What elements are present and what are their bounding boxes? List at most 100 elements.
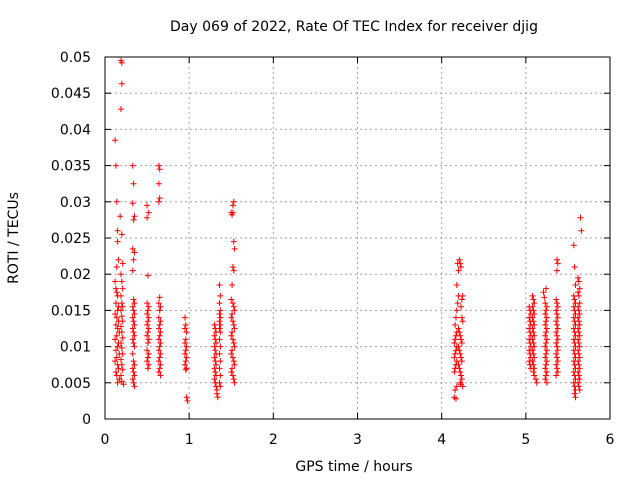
data-point (129, 325, 136, 332)
data-point (130, 180, 137, 187)
data-point (211, 332, 218, 339)
data-point (454, 300, 461, 307)
data-point (131, 249, 138, 256)
y-tick-label: 0.045 (51, 86, 91, 102)
chart-title: Day 069 of 2022, Rate Of TEC Index for r… (170, 19, 538, 35)
data-point (543, 285, 550, 292)
data-point (455, 267, 462, 274)
data-point (554, 358, 561, 365)
data-point (131, 332, 138, 339)
data-point (157, 329, 164, 336)
data-point (216, 300, 223, 307)
data-point (230, 238, 237, 245)
data-point (458, 314, 465, 321)
data-point (452, 387, 459, 394)
data-point (216, 336, 223, 343)
data-point (554, 325, 561, 332)
data-point (453, 282, 460, 289)
y-tick-label: 0.025 (51, 231, 91, 247)
data-point (458, 372, 465, 379)
data-point (114, 227, 121, 234)
data-point (182, 336, 189, 343)
data-point (452, 314, 459, 321)
data-point (451, 339, 458, 346)
data-point (456, 256, 463, 263)
data-point (576, 285, 583, 292)
data-point (553, 311, 560, 318)
data-point (156, 365, 163, 372)
data-point (212, 347, 219, 354)
data-point (453, 358, 460, 365)
data-point (575, 314, 582, 321)
x-tick-label: 4 (437, 432, 446, 448)
data-point (554, 303, 561, 310)
data-point (576, 311, 583, 318)
data-point (181, 339, 188, 346)
data-point (542, 343, 549, 350)
data-point (216, 350, 223, 357)
data-point (117, 213, 124, 220)
data-point (554, 368, 561, 375)
data-point (553, 300, 560, 307)
data-point (118, 278, 125, 285)
data-point (576, 354, 583, 361)
data-point (228, 314, 235, 321)
data-point (118, 329, 125, 336)
data-point (182, 347, 189, 354)
data-point (575, 347, 582, 354)
data-point (531, 321, 538, 328)
data-point (131, 372, 138, 379)
data-point (529, 347, 536, 354)
data-point (112, 336, 119, 343)
data-point (553, 329, 560, 336)
data-point (145, 314, 152, 321)
data-point (231, 307, 238, 314)
data-point (156, 195, 163, 202)
data-point (229, 282, 236, 289)
data-point (458, 336, 465, 343)
data-point (553, 372, 560, 379)
data-point (155, 162, 162, 169)
data-point (543, 336, 550, 343)
data-point (213, 390, 220, 397)
data-point (182, 358, 189, 365)
data-point (452, 336, 459, 343)
data-point (453, 383, 460, 390)
data-point (458, 303, 465, 310)
data-point (571, 296, 578, 303)
data-point (184, 397, 191, 404)
data-point (228, 350, 235, 357)
data-point (570, 242, 577, 249)
y-tick-label: 0.035 (51, 159, 91, 175)
data-point (553, 361, 560, 368)
data-point (542, 321, 549, 328)
data-point (575, 318, 582, 325)
data-point (217, 314, 224, 321)
data-point (459, 318, 466, 325)
data-point (553, 354, 560, 361)
data-point (531, 300, 538, 307)
data-point (119, 366, 126, 373)
x-tick-label: 1 (185, 432, 194, 448)
data-point (112, 300, 119, 307)
data-point (575, 274, 582, 281)
data-point (543, 368, 550, 375)
y-tick-label: 0.01 (60, 340, 91, 356)
data-point (157, 339, 164, 346)
data-point (530, 368, 537, 375)
data-point (155, 347, 162, 354)
data-point (181, 314, 188, 321)
data-point (156, 294, 163, 301)
data-point (553, 256, 560, 263)
data-point (117, 356, 124, 363)
data-point (529, 303, 536, 310)
data-point (575, 372, 582, 379)
data-point (113, 314, 120, 321)
data-point (455, 343, 462, 350)
data-point (155, 368, 162, 375)
data-point (542, 311, 549, 318)
data-point (553, 339, 560, 346)
data-point (553, 318, 560, 325)
data-point (576, 300, 583, 307)
